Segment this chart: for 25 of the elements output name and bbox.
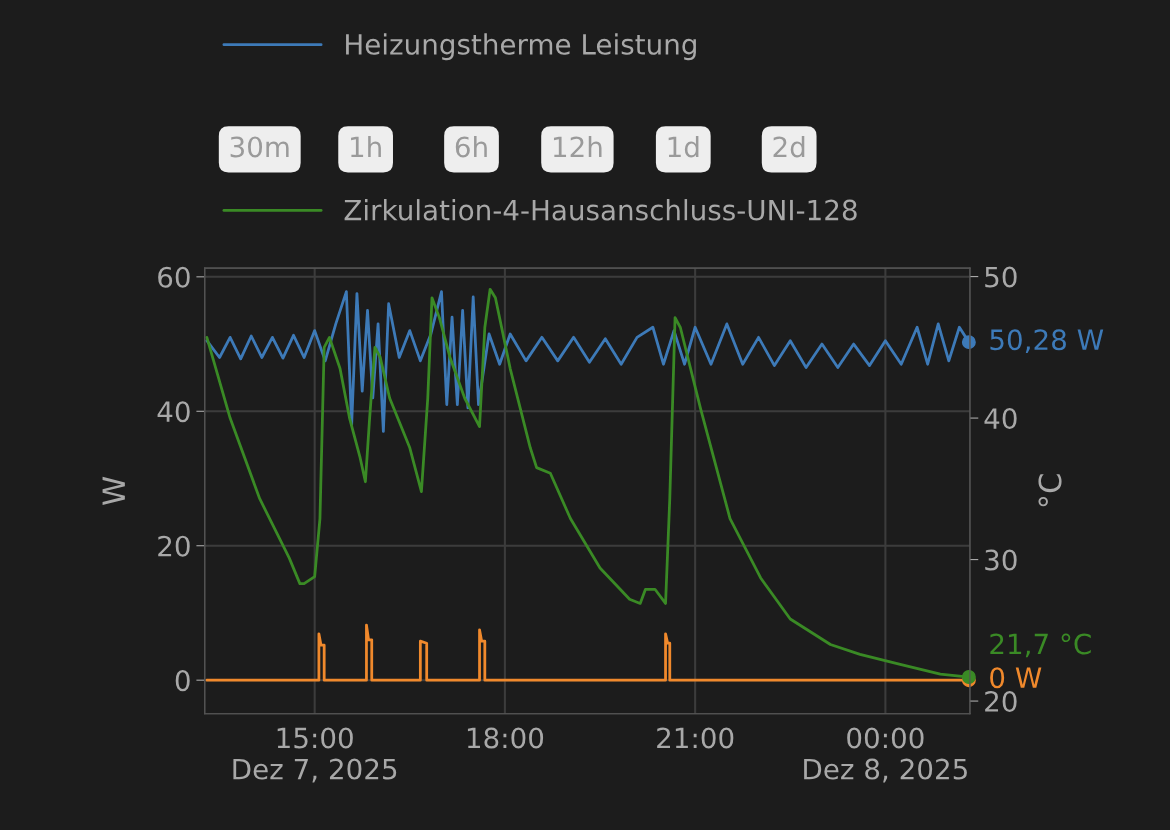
y2-axis-title: °C xyxy=(1038,474,1062,507)
x-tick-label: 00:00 Dez 8, 2025 xyxy=(804,727,967,783)
legend-label: Heizungstherme Leistung xyxy=(346,33,696,61)
data-label: 50,28 W xyxy=(990,329,1104,354)
y-tick-label: 20 xyxy=(158,535,190,557)
legend-label: Zirkulation-4-Hausanschluss-UNI-128 xyxy=(344,199,857,221)
y2-tick-label: 50 xyxy=(985,266,1017,288)
text: 1d xyxy=(668,135,699,158)
text: 12h xyxy=(553,135,602,158)
y-tick-label: 0 xyxy=(175,670,190,692)
x-tick-label: 18:00 xyxy=(467,727,544,749)
y2-tick-label: 40 xyxy=(984,408,1017,430)
y-axis-title: W xyxy=(102,476,125,506)
y2-tick-label: 20 xyxy=(985,691,1017,713)
text: 2d xyxy=(773,135,805,158)
y-tick-label: 40 xyxy=(157,401,190,423)
x-tick-label: 15:00 Dez 7, 2025 xyxy=(233,727,397,783)
text: 1h xyxy=(351,135,381,158)
text: 6h xyxy=(455,135,487,158)
data-label: 21,7 °C xyxy=(990,633,1091,658)
data-label: 0 W xyxy=(990,667,1042,689)
x-tick-label: 21:00 xyxy=(657,727,734,749)
y-tick-label: 60 xyxy=(158,266,190,288)
text: 30m xyxy=(230,136,289,158)
y2-tick-label: 30 xyxy=(985,549,1017,571)
